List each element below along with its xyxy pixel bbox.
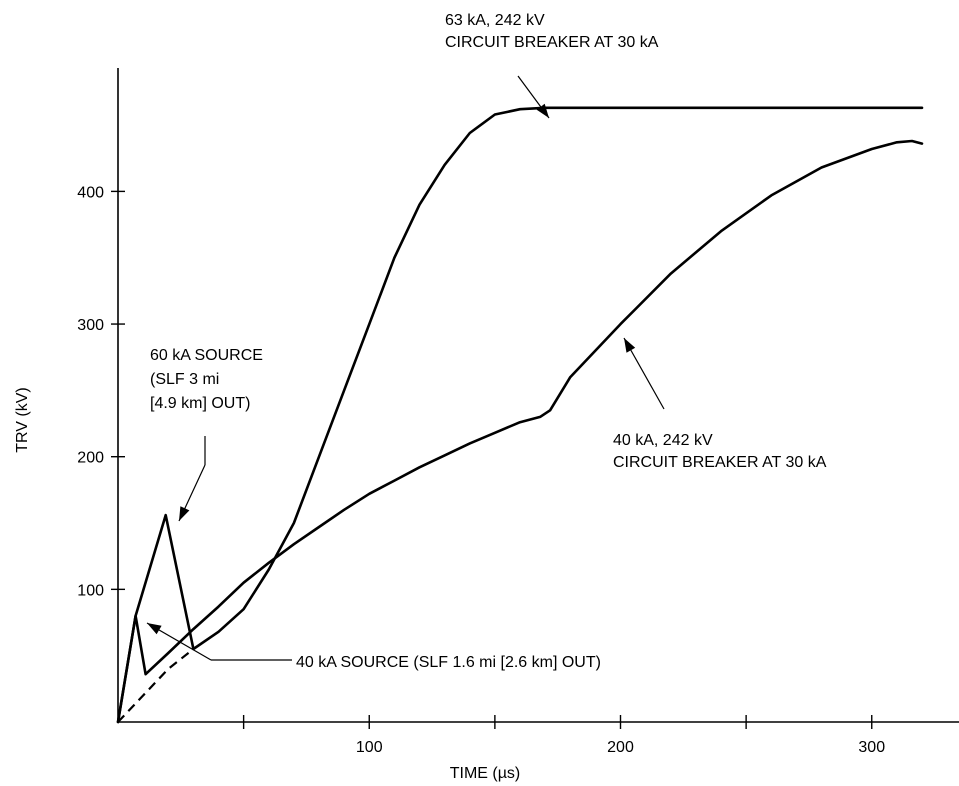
series-line-s63 <box>116 106 924 724</box>
annotation-text: 40 kA, 242 kV <box>613 432 713 449</box>
annotation-3: 60 kA SOURCE (SLF 3 mi [4.9 km] OUT) <box>150 347 263 412</box>
annotation-text: (SLF 3 mi <box>150 371 219 388</box>
y-ticks: 100 200 300 400 <box>77 184 125 599</box>
leader-40ka-arrow <box>146 622 212 661</box>
annotation-text: CIRCUIT BREAKER AT 30 kA <box>445 34 659 51</box>
x-tick-label: 200 <box>607 739 634 756</box>
annotation-text: [4.9 km] OUT) <box>150 395 250 412</box>
leader-40ka <box>623 337 665 410</box>
x-tick-label: 300 <box>858 739 885 756</box>
x-ticks: 100 200 300 <box>242 715 885 756</box>
annotation-text: 63 kA, 242 kV <box>445 12 545 29</box>
annotation-text: CIRCUIT BREAKER AT 30 kA <box>613 454 827 471</box>
axes <box>117 68 959 723</box>
series-line-s40 <box>116 139 924 724</box>
annotation-text: 60 kA SOURCE <box>150 347 263 364</box>
arrowhead <box>147 623 162 635</box>
annotation-1: 63 kA, 242 kV CIRCUIT BREAKER AT 30 kA <box>445 12 659 51</box>
y-axis-label: TRV (kV) <box>14 387 31 452</box>
y-tick-label: 300 <box>77 317 104 334</box>
arrowhead <box>624 338 636 353</box>
leader-60ka-arrow <box>178 464 206 522</box>
x-tick-label: 100 <box>356 739 383 756</box>
annotation-text: 40 kA SOURCE (SLF 1.6 mi [2.6 km] OUT) <box>296 654 601 671</box>
x-axis-label: TIME (µs) <box>450 765 521 782</box>
annotation-4: 40 kA SOURCE (SLF 1.6 mi [2.6 km] OUT) <box>296 654 601 671</box>
annotation-2: 40 kA, 242 kV CIRCUIT BREAKER AT 30 kA <box>613 432 827 471</box>
series-layer <box>116 106 924 724</box>
arrowhead <box>179 506 190 521</box>
y-tick-label: 400 <box>77 184 104 201</box>
leader-63ka <box>517 75 550 119</box>
arrowhead <box>536 103 549 118</box>
y-tick-label: 100 <box>77 582 104 599</box>
y-tick-label: 200 <box>77 450 104 467</box>
series-line-dashed <box>117 648 195 723</box>
